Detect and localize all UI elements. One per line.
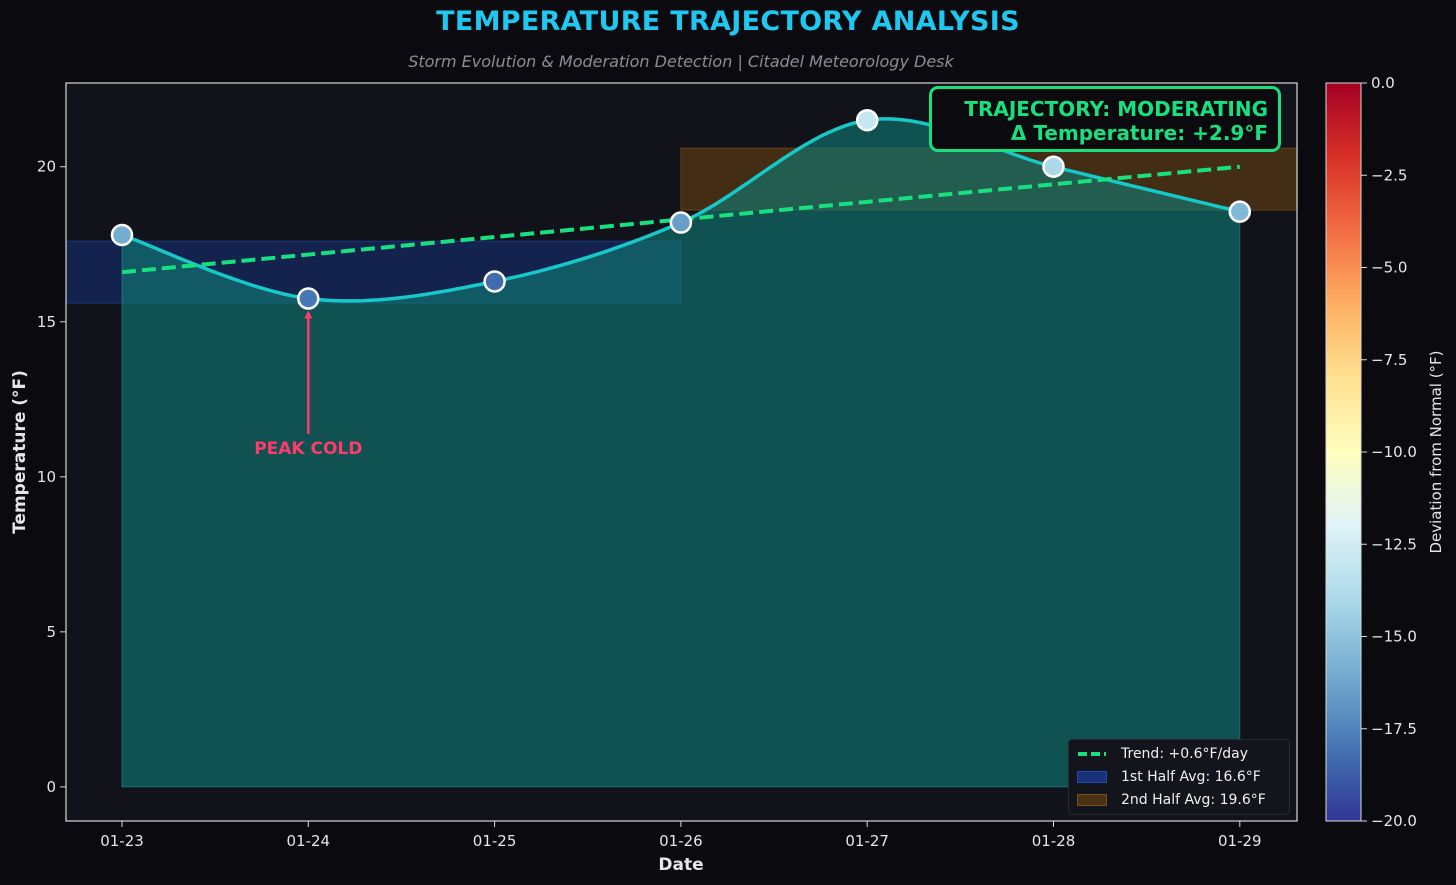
data-point-01-28 [1042, 155, 1065, 178]
legend-label-first-half: 1st Half Avg: 16.6°F [1121, 769, 1261, 785]
y-tick-label: 5 [46, 623, 56, 641]
annotation-peak-cold: PEAK COLD [254, 439, 362, 459]
colorbar-tick-label: −5.0 [1371, 259, 1407, 277]
chart-subtitle: Storm Evolution & Moderation Detection |… [408, 52, 954, 71]
legend-label-trend: Trend: +0.6°F/day [1121, 746, 1248, 762]
plot-frame [65, 82, 1298, 822]
data-point-01-27 [855, 108, 879, 132]
y-tick-label: 10 [37, 468, 56, 486]
colorbar-tick-label: −17.5 [1371, 720, 1417, 738]
annotation-arrowhead [304, 310, 313, 319]
colorbar [1325, 82, 1362, 822]
chart-title: TEMPERATURE TRAJECTORY ANALYSIS [436, 6, 1020, 37]
colorbar-tick-label: −20.0 [1371, 812, 1417, 830]
y-tick-label: 0 [46, 778, 56, 796]
first-half-swatch [1077, 771, 1107, 783]
legend-label-second-half: 2nd Half Avg: 19.6°F [1121, 792, 1266, 808]
data-point-01-26 [669, 211, 693, 234]
colorbar-label: Deviation from Normal (°F) [1427, 350, 1445, 553]
x-tick-label: 01-28 [1032, 832, 1076, 850]
colorbar-tick-label: 0.0 [1371, 74, 1395, 92]
legend-item-first-half: 1st Half Avg: 16.6°F [1077, 767, 1261, 787]
data-point-01-24 [297, 287, 320, 310]
data-point-01-23 [110, 223, 134, 247]
x-tick-label: 01-25 [473, 832, 517, 850]
x-tick-label: 01-23 [100, 832, 144, 850]
colorbar-tick-label: −15.0 [1371, 628, 1417, 646]
y-axis-label: Temperature (°F) [10, 370, 30, 534]
x-tick-label: 01-26 [659, 832, 703, 850]
delta-temperature-line: Δ Temperature: +2.9°F [1010, 121, 1268, 145]
colorbar-tick-label: −7.5 [1371, 351, 1407, 369]
colorbar-tick-label: −2.5 [1371, 166, 1407, 184]
trajectory-status-line: TRAJECTORY: MODERATING [964, 97, 1268, 121]
chart-legend: Trend: +0.6°F/day 1st Half Avg: 16.6°F 2… [1068, 739, 1290, 815]
colorbar-tick-label: −10.0 [1371, 443, 1417, 461]
x-tick-label: 01-27 [845, 832, 889, 850]
legend-item-second-half: 2nd Half Avg: 19.6°F [1077, 790, 1266, 810]
x-axis-label: Date [658, 855, 703, 875]
legend-item-trend: Trend: +0.6°F/day [1077, 744, 1248, 764]
x-tick-label: 01-29 [1218, 832, 1262, 850]
x-tick-label: 01-24 [287, 832, 331, 850]
trend-swatch [1078, 752, 1106, 756]
colorbar-tick-label: −12.5 [1371, 535, 1417, 553]
trajectory-status-box: TRAJECTORY: MODERATING Δ Temperature: +2… [929, 86, 1281, 152]
y-tick-label: 20 [37, 158, 56, 176]
data-point-01-29 [1228, 200, 1252, 223]
second-half-swatch [1077, 794, 1107, 806]
y-tick-label: 15 [37, 313, 56, 331]
data-point-01-25 [483, 270, 506, 293]
